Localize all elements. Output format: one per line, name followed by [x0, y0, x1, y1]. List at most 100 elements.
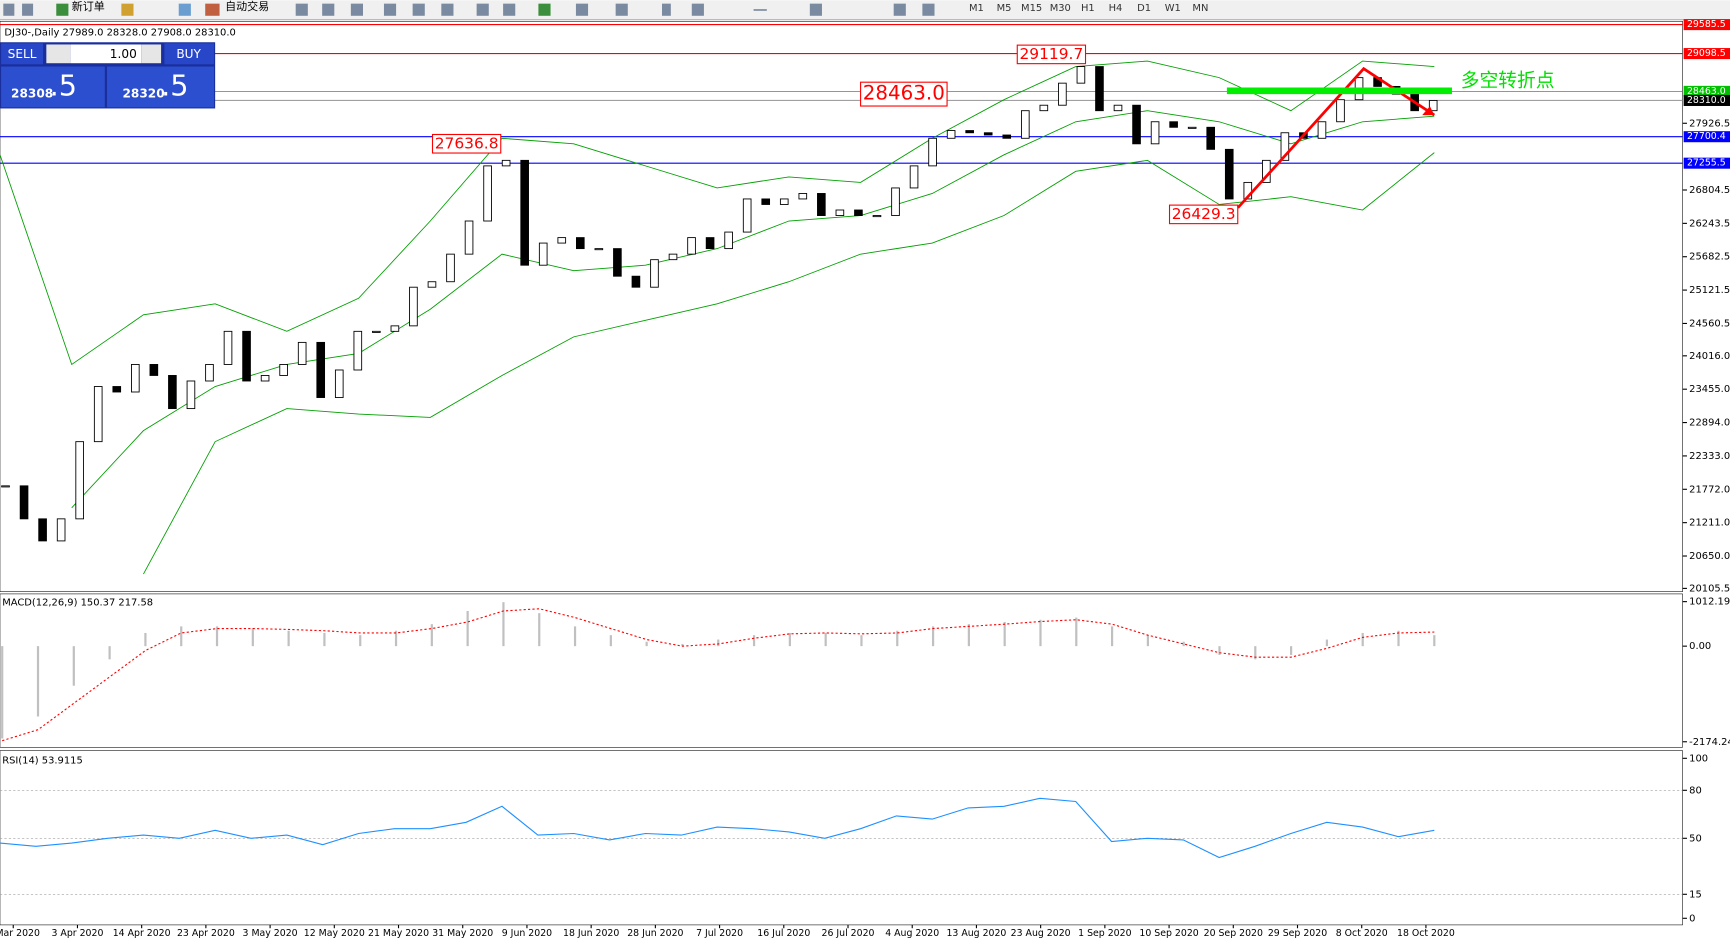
lot-value[interactable]: 1.00 — [110, 47, 137, 61]
sell-price-box[interactable] — [1, 66, 105, 108]
candle — [186, 380, 196, 410]
timeframe-button[interactable]: M15 — [1021, 3, 1042, 14]
bollinger-upper — [0, 60, 1435, 366]
icon[interactable] — [22, 3, 34, 16]
level-label-bg — [1683, 85, 1730, 97]
candle — [983, 132, 993, 136]
sell-price-frac: .5 — [50, 68, 77, 102]
x-tick-label: 23 Apr 2020 — [177, 928, 235, 939]
candle — [168, 375, 177, 410]
candle — [687, 237, 696, 255]
timeframe-button[interactable]: H1 — [1081, 3, 1095, 14]
timeframe-button[interactable]: MN — [1192, 3, 1208, 14]
sell-button[interactable] — [1, 43, 44, 65]
lot-down[interactable] — [46, 44, 71, 64]
candle — [260, 375, 270, 382]
candle — [279, 364, 288, 376]
buy-button[interactable] — [164, 43, 215, 65]
buy-price-frac: .5 — [161, 68, 188, 102]
candle — [1206, 126, 1216, 150]
candle — [205, 364, 214, 382]
candle — [316, 341, 326, 398]
candle — [872, 215, 882, 218]
macd-label: MACD(12,26,9) 150.37 217.58 — [2, 598, 153, 609]
annotation: 28463.0 — [863, 82, 945, 105]
candle — [1428, 100, 1438, 112]
icon[interactable] — [412, 3, 425, 16]
auto-trading-button[interactable]: 自动交易 — [225, 0, 269, 13]
icon[interactable] — [922, 3, 935, 16]
icon[interactable] — [753, 9, 767, 11]
timeframe-button[interactable]: W1 — [1165, 3, 1181, 14]
rsi-tick-label: 100 — [1689, 753, 1708, 764]
candle — [75, 441, 84, 520]
candle — [557, 237, 567, 244]
icon[interactable] — [205, 3, 220, 16]
sell-label[interactable]: SELL — [8, 47, 37, 61]
x-tick-label: 9 Jun 2020 — [502, 928, 552, 939]
timeframe-button[interactable]: H4 — [1109, 3, 1123, 14]
x-tick-label: 18 Oct 2020 — [1397, 928, 1455, 939]
x-tick-label: 3 Apr 2020 — [51, 928, 103, 939]
icon[interactable] — [3, 3, 15, 16]
icon[interactable] — [56, 3, 69, 16]
icon[interactable] — [809, 3, 822, 16]
icon[interactable] — [383, 3, 397, 16]
icon[interactable] — [503, 3, 516, 16]
candle — [242, 330, 251, 382]
rsi-tick-label: 15 — [1689, 889, 1702, 900]
y-tick-label: 20105.5 — [1689, 583, 1730, 594]
candle — [131, 364, 140, 393]
buy-price-box[interactable] — [107, 66, 215, 108]
level-label-bg — [1683, 48, 1730, 60]
candle — [668, 253, 678, 261]
icon[interactable] — [691, 3, 704, 16]
candle — [1150, 121, 1160, 145]
icon[interactable] — [615, 3, 628, 16]
lot-up[interactable] — [141, 44, 162, 64]
icon[interactable] — [322, 3, 335, 16]
new-order-button[interactable]: 新订单 — [72, 0, 105, 13]
candle — [1058, 82, 1067, 106]
level-label-bg — [1683, 157, 1730, 169]
annotation-box — [860, 81, 948, 107]
candle — [1, 485, 10, 488]
candle — [742, 198, 752, 233]
icon[interactable] — [350, 3, 363, 16]
candle — [965, 130, 974, 134]
icon[interactable] — [178, 3, 191, 16]
icon[interactable] — [575, 3, 589, 16]
timeframe-button[interactable]: D1 — [1137, 3, 1151, 14]
candle — [390, 325, 400, 332]
level-label-bg — [1683, 131, 1730, 143]
candle — [1020, 110, 1030, 139]
icon[interactable] — [441, 3, 454, 16]
icon[interactable] — [893, 3, 906, 16]
icon[interactable] — [121, 3, 134, 16]
level-label: 27255.5 — [1687, 158, 1726, 169]
candle — [779, 198, 789, 205]
icon[interactable] — [661, 3, 671, 16]
plot: 27926.5 26804.5 26243.5 25682.5 25121.5 24560… — [0, 19, 1730, 939]
candle — [353, 330, 363, 371]
candle — [1224, 148, 1234, 200]
candle — [631, 275, 641, 288]
buy-label[interactable]: BUY — [176, 47, 201, 61]
level-label: 29585.5 — [1687, 19, 1726, 30]
level-label: 28310.0 — [1687, 95, 1726, 106]
icon[interactable] — [538, 3, 551, 16]
x-tick-label: 10 Sep 2020 — [1139, 928, 1198, 939]
y-tick-label: 21772.0 — [1689, 484, 1730, 495]
lot-input[interactable] — [70, 44, 142, 64]
timeframe-button[interactable]: M1 — [969, 3, 984, 14]
y-tick-label: 26243.5 — [1689, 218, 1730, 229]
rsi-tick-label: 0 — [1689, 913, 1695, 924]
rsi-line — [0, 797, 1435, 859]
rsi-tick-label: 80 — [1689, 785, 1702, 796]
icon[interactable] — [476, 3, 489, 16]
x-tick-label: 29 Sep 2020 — [1268, 928, 1327, 939]
timeframe-button[interactable]: M5 — [997, 3, 1012, 14]
icon[interactable] — [295, 3, 308, 16]
y-tick-label: 22333.0 — [1689, 451, 1730, 462]
timeframe-button[interactable]: M30 — [1050, 3, 1071, 14]
